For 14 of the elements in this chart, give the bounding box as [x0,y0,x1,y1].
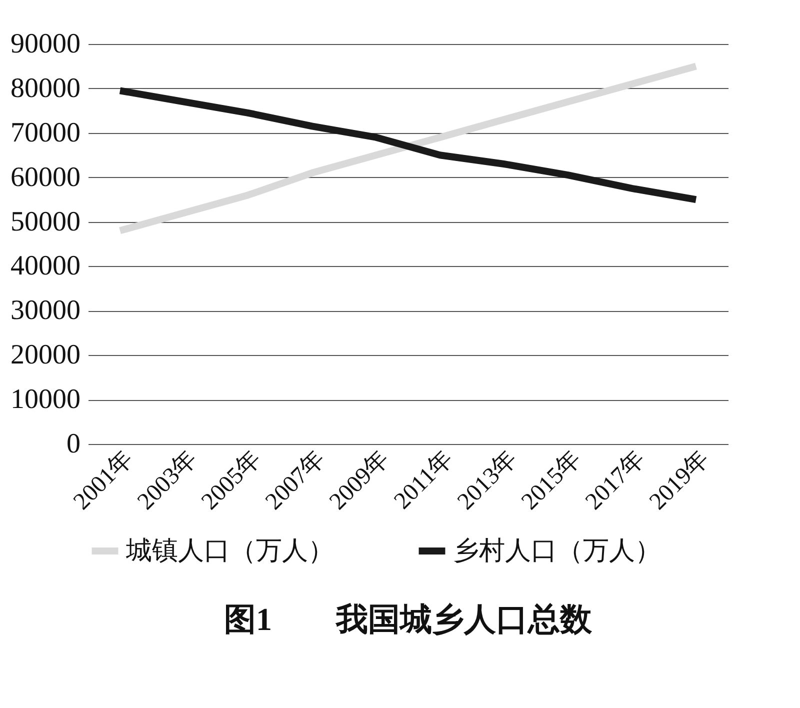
y-tick-label: 0 [66,428,80,460]
text: 图1 我国城乡人口总数 [224,601,593,637]
y-tick-label: 50000 [10,206,80,238]
y-tick-label: 40000 [10,250,80,282]
y-tick-label: 60000 [10,162,80,193]
y-tick-label: 70000 [10,117,80,148]
legend-label: 乡村人口（万人） [453,536,661,565]
y-tick-label: 80000 [10,72,80,104]
y-tick-label: 10000 [10,384,80,416]
y-tick-label: 30000 [10,295,80,326]
y-tick-label: 90000 [10,28,80,60]
legend-label: 城镇人口（万人） [125,536,334,565]
y-tick-label: 20000 [10,340,80,371]
x-tick-label: 2011年 [390,446,458,514]
